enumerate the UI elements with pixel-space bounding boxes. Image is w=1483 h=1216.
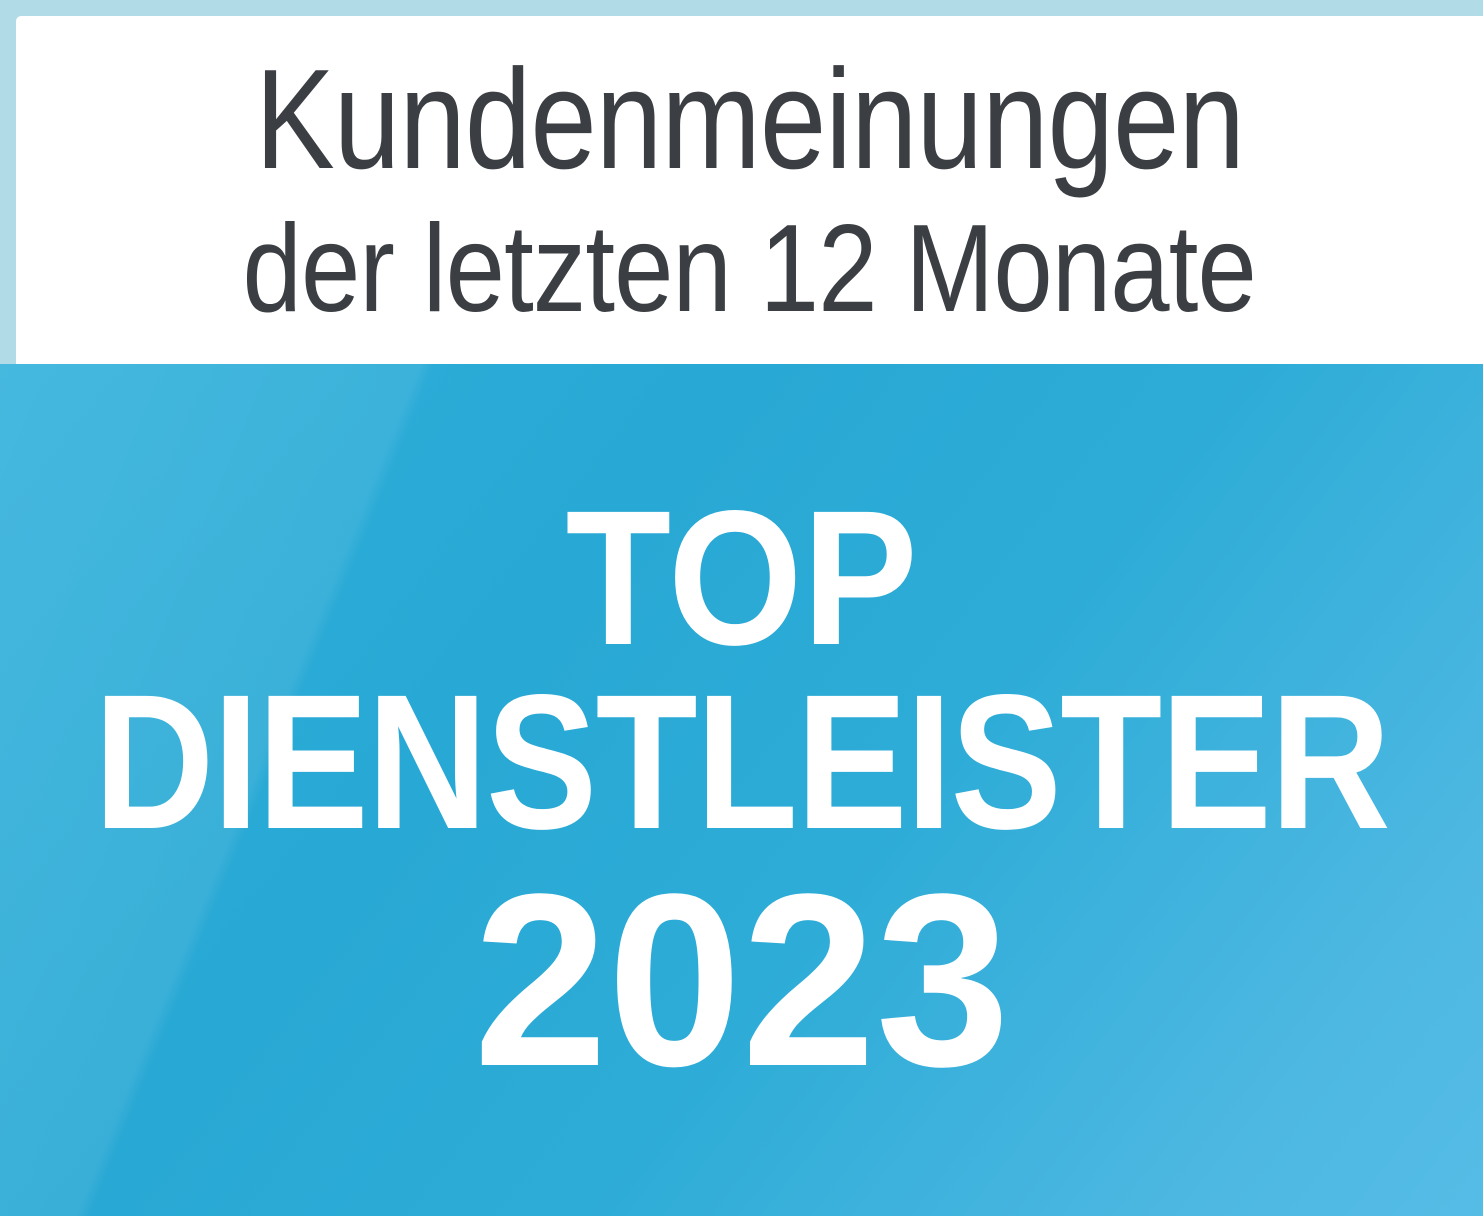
header-subtitle: der letzten 12 Monate (242, 200, 1257, 338)
award-panel: TOP DIENSTLEISTER 2023 (0, 364, 1483, 1216)
award-year: 2023 (473, 843, 1010, 1118)
award-word-top: TOP (565, 470, 918, 685)
header-title: Kundenmeinungen (255, 40, 1245, 199)
award-word-dienstleister: DIENSTLEISTER (93, 654, 1391, 869)
header-panel: Kundenmeinungen der letzten 12 Monate (16, 16, 1483, 364)
